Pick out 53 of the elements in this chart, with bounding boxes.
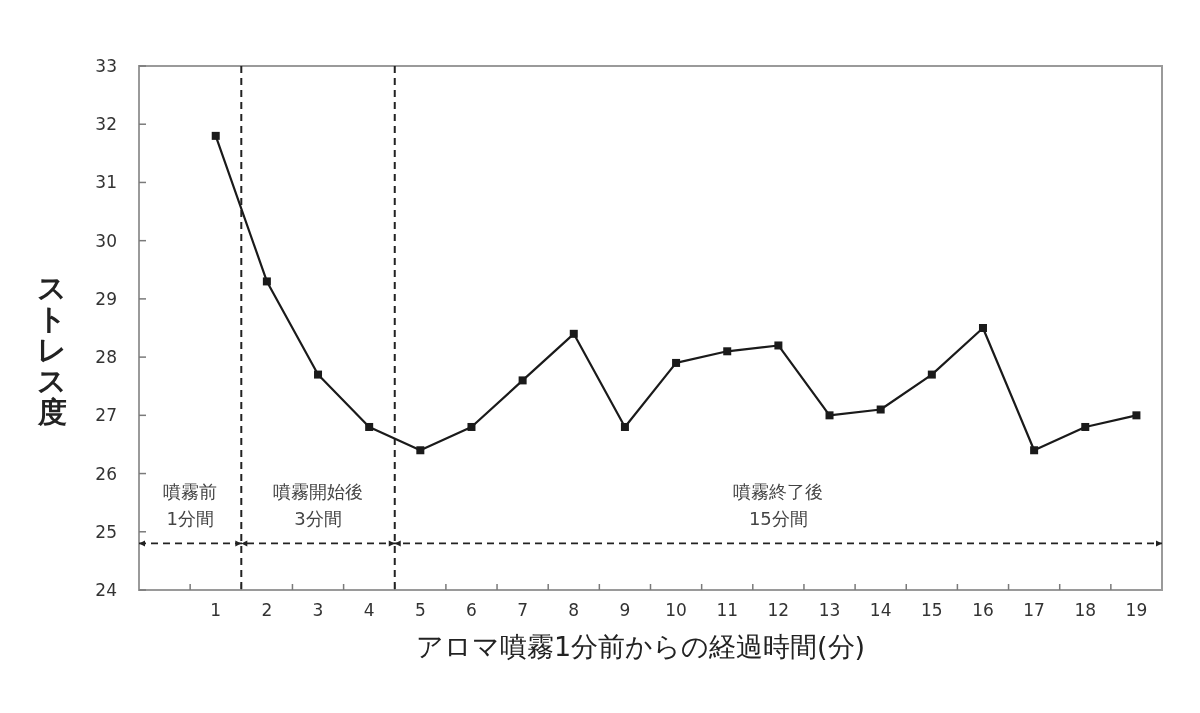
- point: [518, 376, 527, 385]
- point: [876, 405, 885, 414]
- x-tick-label: 4: [363, 600, 375, 620]
- point: [467, 422, 476, 431]
- y-title: ストレス度: [37, 271, 67, 429]
- annotation: 噴霧終了後 15分間: [733, 480, 824, 529]
- point: [569, 329, 578, 338]
- y-tick-label: 31: [95, 172, 117, 193]
- x-tick-label: 7: [517, 600, 529, 620]
- x-tick-label: 6: [466, 600, 477, 620]
- point: [314, 370, 323, 379]
- point: [1132, 411, 1141, 420]
- x-tick-label: 14: [869, 600, 892, 620]
- point: [365, 422, 374, 431]
- point: [927, 370, 936, 379]
- point: [774, 341, 783, 350]
- y-tick-label: 28: [95, 347, 117, 368]
- y-tick-label: 30: [95, 230, 117, 251]
- y-tick-label: 32: [95, 114, 117, 135]
- annotation: 噴霧開始後 3分間: [273, 480, 363, 529]
- x-title: アロマ噴霧1分前からの経過時間(分): [415, 631, 866, 662]
- x-tick-label: 3: [312, 600, 324, 620]
- x-tick-label: 8: [568, 600, 580, 620]
- point: [1030, 446, 1039, 455]
- x-tick-label: 11: [716, 600, 739, 620]
- x-tick-label: 18: [1074, 600, 1097, 620]
- point: [825, 411, 834, 420]
- y-tick-label: 29: [95, 288, 117, 309]
- y-tick-label: 33: [95, 56, 117, 76]
- point: [262, 277, 271, 286]
- y-tick-label: 26: [95, 463, 117, 484]
- y-tick-label: 25: [95, 521, 117, 542]
- x-tick-label: 5: [414, 600, 426, 620]
- x-tick-label: 19: [1125, 600, 1148, 620]
- x-tick-label: 2: [261, 600, 273, 620]
- point: [416, 446, 425, 455]
- point: [1081, 422, 1090, 431]
- x-tick-label: 1: [210, 600, 222, 620]
- point: [672, 358, 681, 367]
- x-tick-label: 16: [972, 600, 994, 620]
- point: [723, 347, 732, 356]
- point: [978, 324, 987, 332]
- x-tick-label: 12: [767, 600, 790, 620]
- annotation: 噴霧前 1分間: [163, 480, 218, 529]
- x-tick-label: 10: [665, 600, 687, 620]
- point: [620, 422, 629, 431]
- x-tick-label: 15: [921, 600, 943, 620]
- point: [211, 131, 220, 140]
- x-tick-label: 9: [619, 600, 631, 620]
- x-tick-label: 17: [1023, 600, 1045, 620]
- x-tick-label: 13: [818, 600, 841, 620]
- y-tick-label: 27: [95, 405, 117, 426]
- y-tick-label: 24: [95, 580, 117, 600]
